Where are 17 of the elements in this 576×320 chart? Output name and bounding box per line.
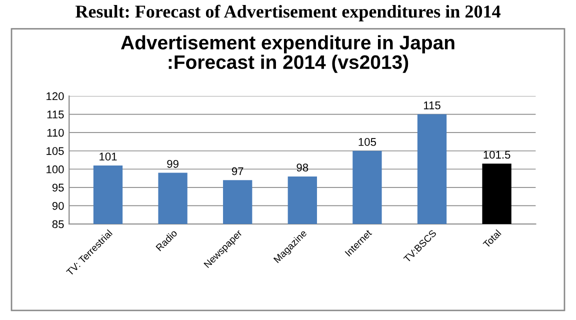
data-label: 101.5 [484,150,510,159]
y-tick-label: 85 [52,220,64,228]
data-label: 97 [232,167,244,176]
chart-title: Advertisement expenditure in Japan :Forecast in 2014 (vs2013) [121,35,454,73]
data-label: 101 [100,152,117,161]
y-tick-label: 110 [47,128,64,137]
data-label: 98 [296,164,308,172]
y-tick-label: 115 [47,110,64,118]
data-label: 105 [358,138,376,146]
data-label: 115 [424,102,440,110]
y-tick-label: 120 [46,92,64,100]
y-tick-label: 105 [46,147,64,155]
data-label: 99 [167,160,178,168]
y-tick-label: 100 [46,165,64,174]
y-tick-label: 95 [52,184,64,192]
y-tick-label: 90 [52,202,64,210]
chart-subtitle: Result: Forecast of Advertisement expenditures in 2014 [76,4,500,22]
